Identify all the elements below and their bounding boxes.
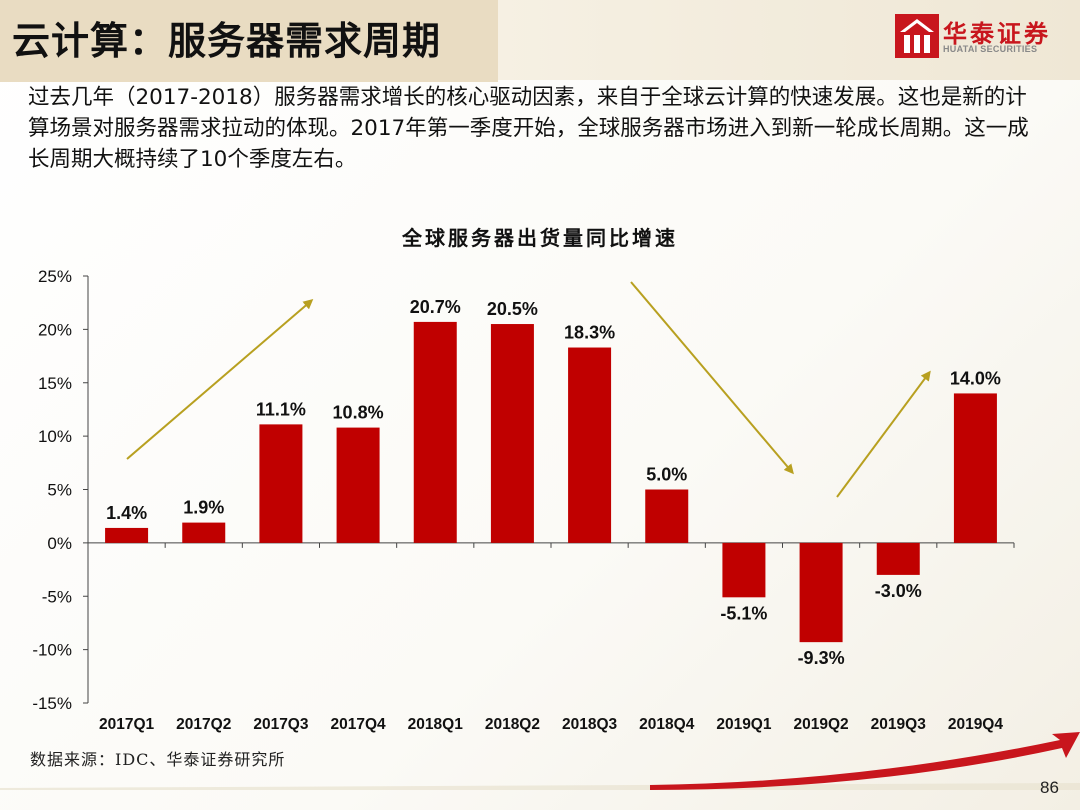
y-tick-label: -10% <box>32 641 72 660</box>
logo-emblem-icon <box>895 14 939 58</box>
bar-2017Q4 <box>336 427 380 543</box>
bar-2019Q2 <box>799 542 843 643</box>
bar-2017Q2 <box>182 522 226 543</box>
bar-2018Q3 <box>568 347 612 543</box>
y-tick-label: 15% <box>38 374 72 393</box>
bar-2019Q1 <box>722 542 766 598</box>
data-label-2018Q2: 20.5% <box>487 299 538 319</box>
y-tick-label: -5% <box>42 587 72 606</box>
intro-paragraph: 过去几年（2017-2018）服务器需求增长的核心驱动因素，来自于全球云计算的快… <box>28 85 1029 172</box>
chart-title: 全球服务器出货量同比增速 <box>402 226 678 250</box>
data-label-2019Q2: -9.3% <box>798 648 845 668</box>
data-label-2018Q1: 20.7% <box>410 297 461 317</box>
bar-2018Q4 <box>645 489 689 543</box>
data-label-2018Q3: 18.3% <box>564 323 615 343</box>
y-tick-label: 25% <box>38 267 72 286</box>
logo-text-cn: 华泰证券 <box>943 20 1051 48</box>
page-number: 86 <box>1040 778 1059 797</box>
x-tick-label-2019Q2: 2019Q2 <box>793 716 848 733</box>
trend-arrow-1 <box>126 299 314 460</box>
x-tick-label-2017Q1: 2017Q1 <box>99 716 155 733</box>
trend-arrow-3 <box>836 370 931 498</box>
data-label-2019Q3: -3.0% <box>875 581 922 601</box>
y-tick-label: 5% <box>47 481 72 500</box>
bar-2017Q3 <box>259 424 303 543</box>
y-tick-label: 20% <box>38 320 72 339</box>
bar-2017Q1 <box>105 527 149 543</box>
data-label-2017Q2: 1.9% <box>183 498 224 518</box>
company-logo: 华泰证券 HUATAI SECURITIES <box>895 14 1055 62</box>
data-label-2019Q4: 14.0% <box>950 368 1001 388</box>
x-tick-label-2018Q1: 2018Q1 <box>408 716 464 733</box>
x-tick-label-2018Q2: 2018Q2 <box>485 716 540 733</box>
logo-text-en: HUATAI SECURITIES <box>943 44 1038 54</box>
y-tick-label: 10% <box>38 427 72 446</box>
y-tick-label: -15% <box>32 694 72 713</box>
x-tick-label-2017Q4: 2017Q4 <box>330 716 386 733</box>
data-label-2017Q4: 10.8% <box>333 403 384 423</box>
x-tick-label-2017Q2: 2017Q2 <box>176 716 231 733</box>
page-title: 云计算：服务器需求周期 <box>12 19 442 63</box>
x-tick-label-2019Q3: 2019Q3 <box>871 716 927 733</box>
x-tick-label-2018Q4: 2018Q4 <box>639 716 695 733</box>
x-tick-label-2018Q3: 2018Q3 <box>562 716 618 733</box>
bar-2018Q2 <box>490 324 534 543</box>
x-tick-label-2019Q1: 2019Q1 <box>716 716 772 733</box>
data-label-2019Q1: -5.1% <box>720 603 767 623</box>
x-tick-label-2017Q3: 2017Q3 <box>253 716 309 733</box>
bar-2019Q3 <box>876 542 920 575</box>
data-label-2017Q1: 1.4% <box>106 503 147 523</box>
source-note: 数据来源：IDC、华泰证券研究所 <box>30 750 286 769</box>
trend-arrow-2 <box>630 281 794 475</box>
data-label-2017Q3: 11.1% <box>256 399 306 419</box>
footer-band <box>0 783 1080 790</box>
bar-2018Q1 <box>413 321 457 543</box>
x-tick-label-2019Q4: 2019Q4 <box>948 716 1004 733</box>
y-tick-label: 0% <box>47 534 72 553</box>
title-box: 云计算：服务器需求周期 <box>0 0 498 82</box>
data-label-2018Q4: 5.0% <box>646 465 687 485</box>
bar-2019Q4 <box>953 393 997 543</box>
footer-swoosh-arrow <box>650 732 1080 790</box>
